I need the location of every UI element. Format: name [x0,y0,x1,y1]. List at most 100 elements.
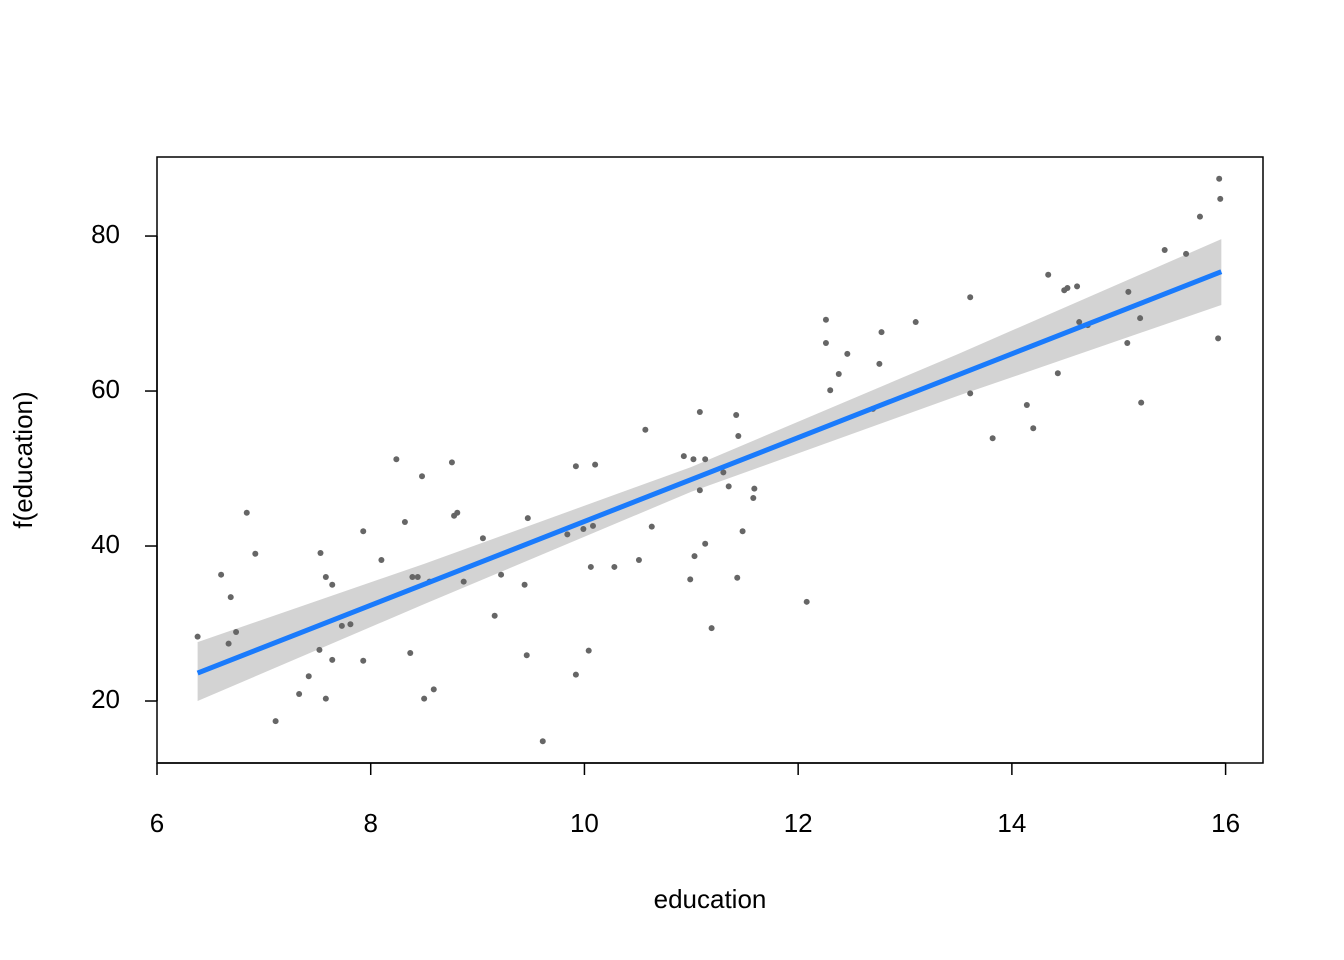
point [218,571,225,578]
point [1216,175,1223,182]
point [524,515,531,522]
point [702,456,709,463]
y-tick-label: 20 [91,684,120,714]
point [696,408,703,415]
point [642,426,649,433]
point [479,535,486,542]
point [393,456,400,463]
point [720,469,727,476]
point [696,487,703,494]
point [329,656,336,663]
point [1138,399,1145,406]
point [272,718,279,725]
point [233,629,240,636]
y-tick-label: 60 [91,374,120,404]
point [611,563,618,570]
point [702,540,709,547]
point [967,294,974,301]
point [322,695,329,702]
point [454,509,461,516]
point [347,621,354,628]
point [835,370,842,377]
point [194,633,201,640]
point [822,316,829,323]
point [587,563,594,570]
point [360,657,367,664]
point [1196,213,1203,220]
point [498,571,505,578]
point [635,556,642,563]
x-axis-label: education [654,884,767,914]
point [691,553,698,560]
x-tick-label: 6 [150,808,164,838]
point [378,556,385,563]
point [912,319,919,326]
point [739,528,746,535]
point [1124,339,1131,346]
point [878,329,885,336]
point [751,485,758,492]
point [322,574,329,581]
point [1076,319,1083,326]
point [585,647,592,654]
point [1137,315,1144,322]
point [1064,284,1071,291]
point [690,456,697,463]
point [1125,288,1132,295]
x-tick-label: 14 [997,808,1026,838]
point [448,459,455,466]
point [1045,271,1052,278]
point [708,625,715,632]
point [252,550,259,557]
x-tick-label: 10 [570,808,599,838]
point [316,646,323,653]
point [750,494,757,501]
point [460,578,467,585]
point [687,576,694,583]
point [521,581,528,588]
point [734,574,741,581]
point [592,461,599,468]
point [1215,335,1222,342]
point [648,523,655,530]
x-tick-label: 8 [363,808,377,838]
point [967,390,974,397]
point [572,463,579,470]
point [580,525,587,532]
point [419,473,426,480]
x-tick-label: 12 [784,808,813,838]
point [1030,425,1037,432]
point [329,581,336,588]
point [523,652,530,659]
point [989,435,996,442]
point [1023,401,1030,408]
point [317,549,324,556]
point [243,509,250,516]
point [491,612,498,619]
point [564,531,571,538]
point [572,671,579,678]
fit-line [196,269,1223,676]
point [1217,195,1224,202]
point [1054,370,1061,377]
point [589,522,596,529]
point [680,453,687,460]
y-axis-label: f(education) [8,391,38,528]
point [844,350,851,357]
point [733,412,740,419]
point [725,483,732,490]
point [539,738,546,745]
point [305,673,312,680]
point [827,387,834,394]
point [409,574,416,581]
point [338,622,345,629]
point [1074,283,1081,290]
point [401,518,408,525]
point [735,432,742,439]
point [225,640,232,647]
point [227,594,234,601]
point [414,574,421,581]
point [296,691,303,698]
point [803,598,810,605]
